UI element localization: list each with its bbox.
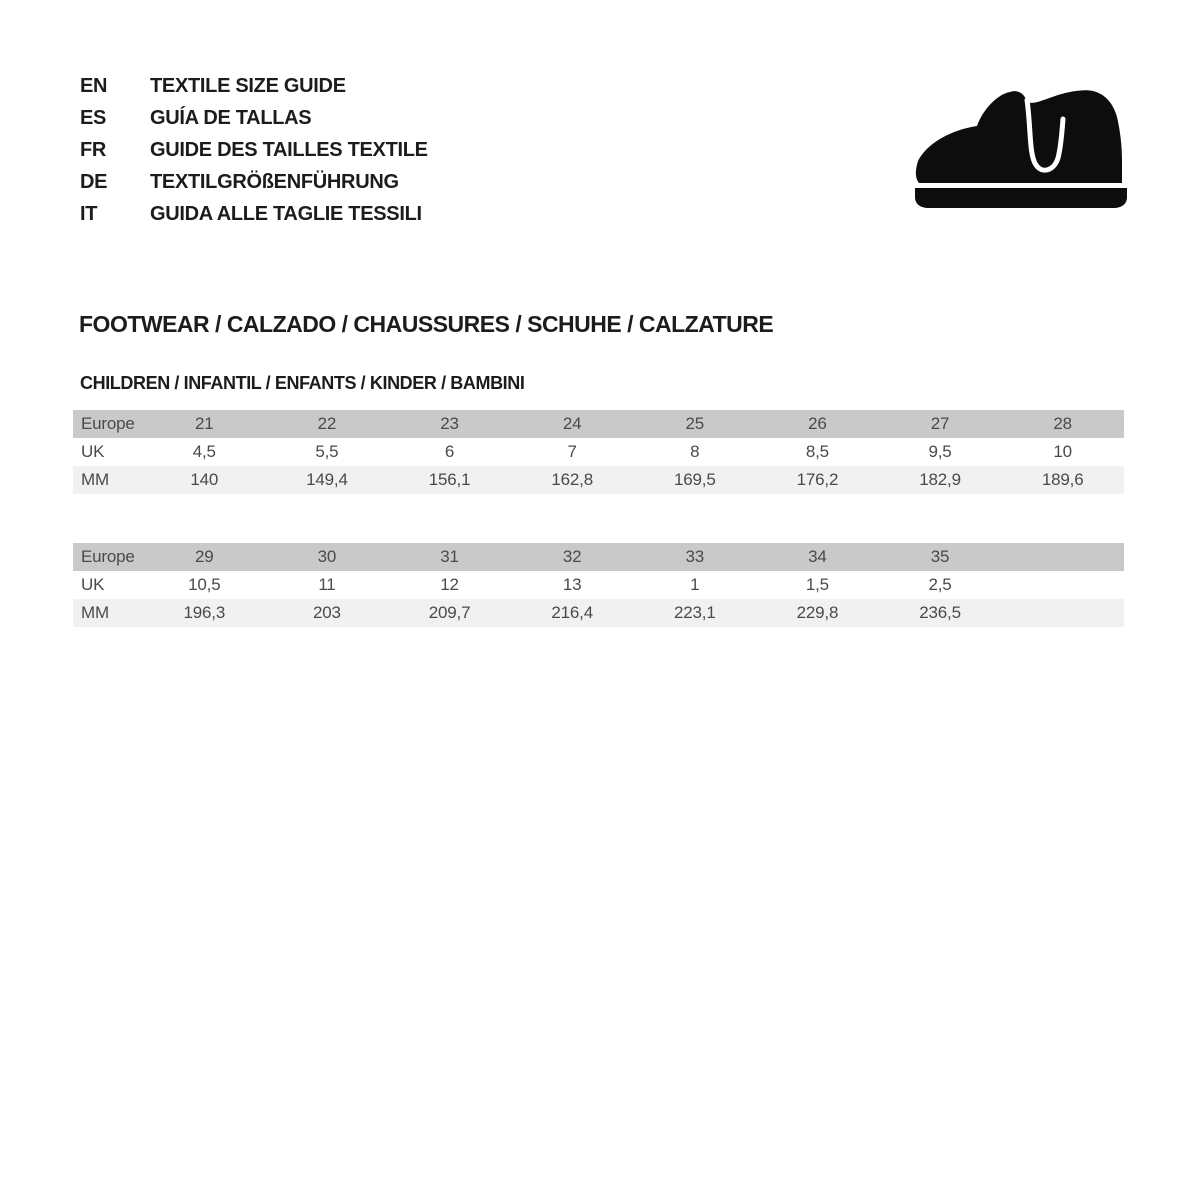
size-table-eu-29-35: Europe 29 30 31 32 33 34 35 UK 10,5 11 1… [73,543,1124,627]
language-label: GUÍA DE TALLAS [150,106,312,129]
table-row-uk: UK 4,5 5,5 6 7 8 8,5 9,5 10 [73,438,1124,466]
language-label: GUIDE DES TAILLES TEXTILE [150,138,428,161]
table-cell: 2,5 [928,575,952,594]
table-cell: 169,5 [674,470,716,489]
table-cell: 1,5 [805,575,829,594]
table-cell: 24 [562,414,582,433]
language-row-fr: FR GUIDE DES TAILLES TEXTILE [80,134,428,166]
table-cell: 4,5 [192,442,216,461]
language-code: FR [80,138,107,161]
language-row-it: IT GUIDA ALLE TAGLIE TESSILI [80,198,428,230]
row-label-uk: UK [81,442,105,461]
table-cell: 176,2 [796,470,839,489]
table-cell: 35 [930,547,950,566]
table-cell: 27 [930,414,950,433]
table-cell: 33 [685,547,705,566]
table-cell: 156,1 [428,470,471,489]
table-cell: 29 [195,547,214,566]
table-cell: 10 [1053,442,1072,461]
table-cell: 34 [808,547,827,566]
table-cell: 6 [444,442,455,461]
language-code: DE [80,170,108,193]
table-cell: 189,6 [1041,470,1084,489]
table-cell: 196,3 [183,603,226,622]
section-title-footwear: FOOTWEAR / CALZADO / CHAUSSURES / SCHUHE… [79,311,774,337]
table-cell: 182,9 [919,470,961,489]
table-cell: 30 [317,547,337,566]
table-row-mm: MM 196,3 203 209,7 216,4 223,1 229,8 236… [73,599,1124,627]
language-code: EN [80,74,108,97]
table-cell: 229,8 [796,603,839,622]
language-label: TEXTILE SIZE GUIDE [150,74,346,97]
table-cell: 13 [562,575,582,594]
table-cell: 28 [1053,414,1072,433]
table-cell: 8,5 [805,442,829,461]
language-row-es: ES GUÍA DE TALLAS [80,102,428,134]
table-cell: 209,7 [428,603,471,622]
table-row-europe: Europe 29 30 31 32 33 34 35 [73,543,1124,571]
table-cell: 12 [440,575,459,594]
row-label-europe: Europe [81,414,135,433]
table-cell: 216,4 [551,603,593,622]
row-label-europe: Europe [81,547,135,566]
table-cell: 203 [313,603,341,622]
table-cell: 26 [808,414,827,433]
table-cell: 140 [190,470,219,489]
table-cell: 149,4 [306,470,348,489]
table-cell: 21 [195,414,214,433]
language-size-guide-list: EN TEXTILE SIZE GUIDE ES GUÍA DE TALLAS … [80,70,428,230]
table-cell: 236,5 [919,603,961,622]
language-row-de: DE TEXTILGRÖßENFÜHRUNG [80,166,428,198]
table-row-europe: Europe 21 22 23 24 25 26 27 28 [73,410,1124,438]
table-cell: 5,5 [315,442,339,461]
table-cell: 11 [318,575,336,594]
table-row-mm: MM 140 149,4 156,1 162,8 169,5 176,2 182… [73,466,1124,494]
language-code: ES [80,106,107,129]
table-cell: 31 [440,547,459,566]
row-label-uk: UK [81,575,105,594]
table-cell: 8 [690,442,700,461]
size-table-eu-21-28: Europe 21 22 23 24 25 26 27 28 UK 4,5 5,… [73,410,1124,494]
table-row-uk: UK 10,5 11 12 13 1 1,5 2,5 [73,571,1124,599]
table-cell: 1 [690,575,700,594]
language-label: GUIDA ALLE TAGLIE TESSILI [150,202,422,225]
table-cell: 9,5 [928,442,952,461]
row-label-mm: MM [81,470,109,489]
table-cell: 22 [317,414,337,433]
table-cell: 23 [440,414,459,433]
table-cell: 32 [562,547,582,566]
language-code: IT [80,202,98,225]
children-shoe-icon [915,90,1127,208]
table-cell: 162,8 [551,470,593,489]
table-cell: 7 [567,442,577,461]
table-cell: 223,1 [674,603,716,622]
language-row-en: EN TEXTILE SIZE GUIDE [80,70,428,102]
row-label-mm: MM [81,603,109,622]
language-label: TEXTILGRÖßENFÜHRUNG [150,170,399,193]
table-cell: 25 [685,414,705,433]
table-cell: 10,5 [188,575,221,594]
section-subtitle-children: CHILDREN / INFANTIL / ENFANTS / KINDER /… [80,373,525,393]
